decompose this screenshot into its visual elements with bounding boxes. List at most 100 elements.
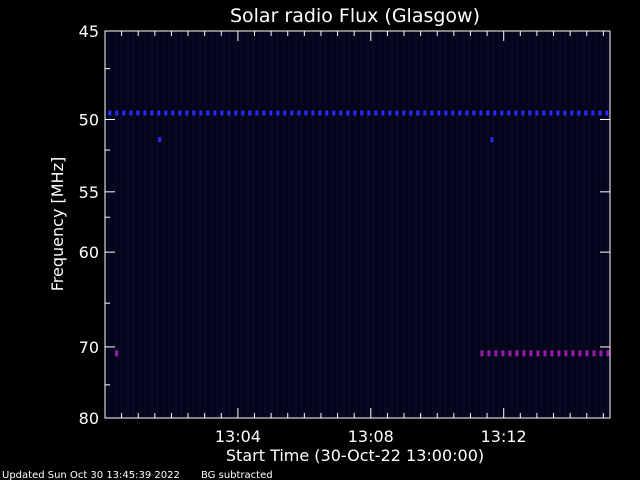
emission-band-segment [143, 110, 147, 116]
footer-bg-note: BG subtracted [201, 470, 273, 480]
emission-band-segment [185, 110, 189, 116]
emission-band-segment [206, 110, 210, 116]
emission-band-segment [550, 350, 554, 357]
emission-band-segment [164, 110, 168, 116]
emission-band-segment [451, 110, 455, 116]
emission-band-segment [108, 110, 112, 116]
emission-band-segment [339, 110, 343, 116]
emission-band-segment [367, 110, 371, 116]
emission-band-segment [409, 110, 413, 116]
emission-band-segment [486, 110, 490, 116]
emission-band-segment [171, 110, 175, 116]
emission-band-segment [479, 110, 483, 116]
emission-band-segment [571, 350, 575, 357]
emission-band-segment [332, 110, 336, 116]
emission-band-segment [592, 350, 596, 357]
emission-band-segment [269, 110, 273, 116]
emission-band-segment [549, 110, 553, 116]
emission-band-segment [395, 110, 399, 116]
emission-band-segment [129, 110, 133, 116]
emission-band-segment [599, 350, 603, 357]
x-tick-label: 13:08 [348, 427, 394, 446]
emission-band-segment [262, 110, 266, 116]
emission-band-segment [297, 110, 301, 116]
emission-band-segment [136, 110, 140, 116]
x-axis-label: Start Time (30-Oct-22 13:00:00) [226, 446, 484, 465]
y-tick-label: 45 [79, 22, 99, 41]
emission-band-segment [515, 350, 519, 357]
emission-band-segment [500, 110, 504, 116]
emission-band-segment [437, 110, 441, 116]
emission-band-segment [598, 110, 602, 116]
emission-band-segment [199, 110, 203, 116]
emission-band-segment [487, 350, 491, 357]
emission-band-segment [402, 110, 406, 116]
emission-band-segment [283, 110, 287, 116]
emission-band-segment [255, 110, 259, 116]
emission-band-segment [556, 110, 560, 116]
emission-bands [108, 110, 610, 357]
emission-band-segment [494, 350, 498, 357]
footer-updated: Updated Sun Oct 30 13:45:39 2022 [2, 470, 180, 480]
emission-band-segment [430, 110, 434, 116]
emission-band-segment [248, 110, 252, 116]
emission-band-segment [114, 350, 119, 357]
plot-area [105, 31, 610, 418]
emission-band-segment [381, 110, 385, 116]
emission-band-segment [563, 110, 567, 116]
emission-band-segment [591, 110, 595, 116]
emission-band-segment [584, 110, 588, 116]
emission-band-segment [490, 137, 494, 143]
emission-band-segment [577, 110, 581, 116]
emission-band-segment [416, 110, 420, 116]
emission-band-segment [458, 110, 462, 116]
emission-band-segment [529, 350, 533, 357]
emission-band-segment [158, 137, 162, 143]
emission-band-segment [178, 110, 182, 116]
y-tick-label: 70 [79, 338, 99, 357]
emission-band-segment [465, 110, 469, 116]
emission-band-segment [501, 350, 505, 357]
emission-band-segment [227, 110, 231, 116]
emission-band-segment [535, 110, 539, 116]
emission-band-segment [122, 110, 126, 116]
emission-band-segment [157, 110, 161, 116]
emission-band-segment [311, 110, 315, 116]
y-tick-label: 80 [79, 409, 99, 428]
emission-band-segment [150, 110, 154, 116]
emission-band-segment [521, 110, 525, 116]
emission-band-segment [578, 350, 582, 357]
emission-band-segment [276, 110, 280, 116]
emission-band-segment [388, 110, 392, 116]
emission-band-segment [444, 110, 448, 116]
emission-band-segment [325, 110, 329, 116]
emission-band-segment [514, 110, 518, 116]
emission-band-segment [241, 110, 245, 116]
emission-band-segment [493, 110, 497, 116]
emission-band-segment [318, 110, 322, 116]
emission-band-segment [528, 110, 532, 116]
y-axis-label: Frequency [MHz] [48, 157, 67, 291]
emission-band-segment [605, 110, 609, 116]
emission-band-segment [585, 350, 589, 357]
emission-band-segment [234, 110, 238, 116]
x-tick-label: 13:12 [481, 427, 527, 446]
emission-band-segment [374, 110, 378, 116]
emission-band-segment [557, 350, 561, 357]
y-tick-label: 55 [79, 183, 99, 202]
emission-band-segment [304, 110, 308, 116]
y-tick-label: 60 [79, 243, 99, 262]
emission-band-segment [543, 350, 547, 357]
emission-band-segment [536, 350, 540, 357]
emission-band-segment [564, 350, 568, 357]
emission-band-segment [346, 110, 350, 116]
emission-band-segment [606, 350, 610, 357]
emission-band-segment [220, 110, 224, 116]
emission-band-segment [290, 110, 294, 116]
emission-band-segment [507, 110, 511, 116]
y-tick-label: 50 [79, 110, 99, 129]
emission-band-segment [570, 110, 574, 116]
axis-ticks: 45 50 55 60 70 80 13:04 13:08 13:12 [79, 22, 610, 446]
emission-band-segment [353, 110, 357, 116]
